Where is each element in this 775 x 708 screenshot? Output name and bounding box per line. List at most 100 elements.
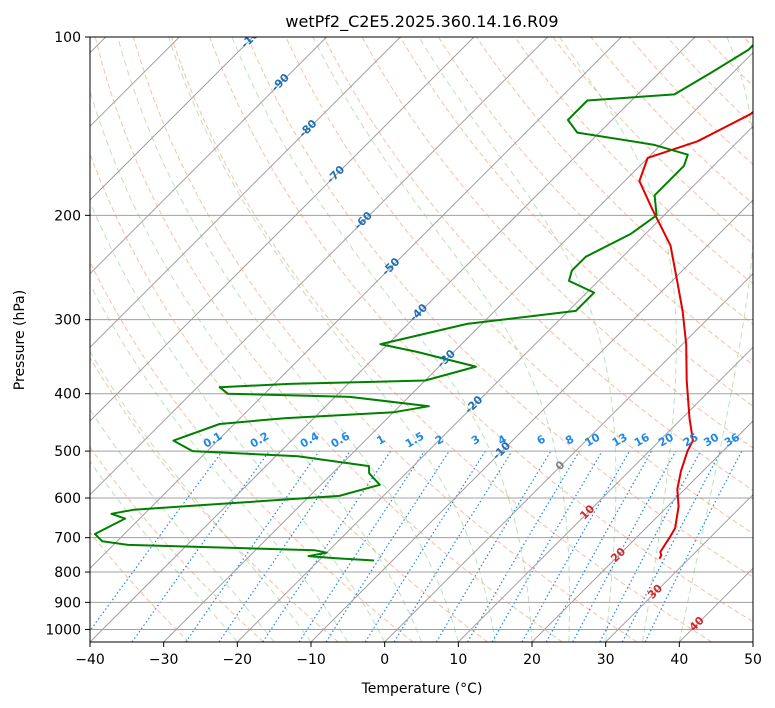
mixing-ratio-label: 25: [681, 431, 701, 450]
isotherm-gridline: [605, 493, 753, 642]
mixing-ratio-label: 6: [535, 432, 548, 447]
dry-adiabat-line: [90, 356, 339, 642]
mixing-ratio-line: [262, 450, 392, 642]
mixing-ratio-label: 20: [656, 430, 676, 449]
x-tick-label: −20: [223, 652, 253, 668]
moist-adiabat-line: [90, 283, 349, 642]
isotherm-label: -20: [462, 393, 485, 416]
mixing-ratio-line: [572, 450, 677, 642]
dry-adiabat-line: [704, 37, 753, 87]
mixing-ratio-line: [131, 450, 270, 642]
y-tick-label: 200: [54, 208, 81, 224]
x-tick-label: −30: [149, 652, 179, 668]
dry-adiabat-line: [90, 446, 264, 642]
mixing-ratio-label: 30: [701, 430, 721, 449]
isotherm-gridline: [531, 420, 753, 642]
y-tick-label: 600: [54, 491, 81, 507]
mixing-ratio-label: 1: [374, 433, 387, 448]
y-tick-label: 500: [54, 444, 81, 460]
isotherm-gridline: [163, 51, 753, 642]
moist-adiabat-line: [90, 408, 275, 642]
x-tick-label: 20: [523, 652, 541, 668]
isotherm-label: -60: [352, 209, 375, 232]
isotherm-label: -80: [296, 117, 319, 140]
y-tick-label: 800: [54, 565, 81, 581]
dry-adiabat-line: [132, 37, 638, 642]
mixing-ratio-line: [521, 450, 631, 642]
mixing-ratio-label: 0.2: [248, 430, 271, 451]
mixing-ratio-line: [393, 450, 513, 642]
y-tick-label: 300: [54, 313, 81, 329]
y-axis: 100 200 300 400 500 600 700 800 900 1000: [45, 30, 90, 638]
dry-adiabat-line: [666, 37, 753, 126]
y-axis-title: Pressure (hPa): [12, 290, 28, 390]
plot-area: -100-90-80-70-60-50-40-30-20-10010203040…: [90, 37, 753, 642]
moist-adiabat-line: [117, 37, 459, 642]
y-tick-label: 700: [54, 531, 81, 547]
dry-adiabat-line: [437, 37, 753, 366]
mixing-ratio-line: [621, 450, 722, 642]
isotherm-gridline: [90, 37, 622, 570]
isotherm-gridline: [310, 199, 753, 642]
isobar-grid: [90, 37, 753, 630]
y-tick-label: 1000: [45, 622, 81, 638]
dry-adiabat-line: [323, 37, 753, 491]
isotherm-gridline: [90, 37, 401, 349]
isotherm-gridline: [384, 272, 753, 642]
dry-adiabat-line: [171, 37, 712, 642]
isotherm-label: 30: [645, 581, 665, 601]
dry-adiabat-line: [399, 37, 753, 407]
mixing-ratio-label: 16: [632, 430, 652, 449]
isotherm-gridline: [90, 37, 549, 496]
dewpoint-trace: [93, 43, 753, 562]
mixing-ratio-label: 36: [722, 430, 742, 449]
isotherm-grid: [90, 37, 753, 642]
sounding-traces: [93, 43, 753, 562]
mixing-ratio-label: 8: [563, 433, 576, 448]
moist-adiabat-line: [559, 37, 677, 642]
dry-adiabat-line: [743, 37, 753, 48]
mixing-ratio-label: 10: [582, 430, 602, 449]
dry-adiabat-line: [90, 531, 190, 642]
x-tick-label: 10: [449, 652, 467, 668]
x-axis: −40 −30 −20 −10 0 10 20 30 40 50: [75, 642, 762, 668]
moist-adiabat-line: [231, 37, 533, 642]
moist-adiabat-line: [90, 460, 238, 642]
mixing-ratio-line: [545, 450, 653, 642]
isotherm-gridline: [236, 125, 753, 642]
mixing-ratio-label: 0.4: [298, 429, 322, 450]
y-tick-label: 400: [54, 387, 81, 403]
mixing-ratio-line: [298, 450, 425, 642]
mixing-ratio-line: [325, 450, 450, 642]
x-tick-label: −10: [296, 652, 326, 668]
isotherm-gridline: [90, 37, 328, 275]
x-tick-label: 0: [380, 652, 389, 668]
x-tick-label: 30: [597, 652, 615, 668]
isotherm-gridline: [678, 567, 753, 642]
mixing-ratio-line: [644, 450, 743, 642]
isotherm-gridline: [752, 641, 753, 642]
dry-adiabats: [90, 37, 753, 642]
isotherm-gridline: [90, 37, 254, 201]
mixing-ratio-line: [435, 450, 552, 642]
moist-adiabat-line: [312, 37, 570, 642]
mixing-ratio-label: 0.6: [329, 429, 353, 450]
plot-frame: [89, 36, 754, 643]
y-tick-label: 900: [54, 595, 81, 611]
dry-adiabat-line: [476, 37, 753, 325]
moist-adiabat-line: [168, 37, 496, 642]
moist-adiabat-line: [90, 89, 422, 642]
moist-adiabat-line: [90, 200, 386, 642]
mixing-ratio-label: 13: [610, 431, 630, 450]
chart-title: wetPf2_C2E5.2025.360.14.16.R09: [285, 12, 558, 32]
dry-adiabat-line: [552, 37, 753, 245]
mixing-ratio-lines: [90, 450, 743, 642]
mixing-ratio-label: 3: [469, 433, 482, 448]
moist-adiabat-line: [90, 350, 312, 642]
isotherm-gridline: [90, 37, 696, 642]
dry-adiabat-line: [247, 37, 753, 578]
dry-adiabat-line: [94, 37, 563, 642]
x-tick-label: 40: [670, 652, 688, 668]
